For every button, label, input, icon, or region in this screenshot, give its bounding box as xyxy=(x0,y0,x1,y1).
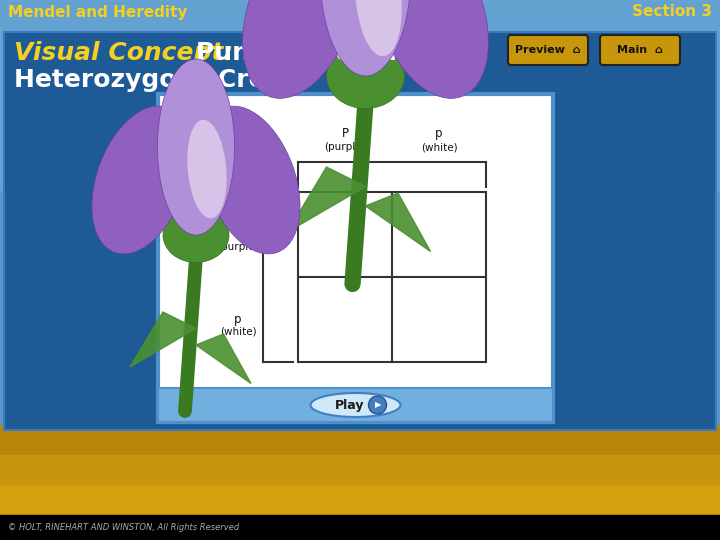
Ellipse shape xyxy=(202,106,300,254)
Bar xyxy=(0,455,720,540)
Bar xyxy=(0,485,720,540)
Ellipse shape xyxy=(355,0,402,56)
Ellipse shape xyxy=(243,0,359,98)
Ellipse shape xyxy=(310,393,400,417)
Text: (white): (white) xyxy=(220,327,256,336)
Text: (purple): (purple) xyxy=(324,142,366,152)
Text: Mendel and Heredity: Mendel and Heredity xyxy=(8,4,187,19)
Text: < Back: < Back xyxy=(328,45,372,55)
FancyBboxPatch shape xyxy=(310,35,390,65)
Text: Punnett Square with: Punnett Square with xyxy=(196,41,488,65)
Text: p: p xyxy=(234,313,242,326)
Bar xyxy=(158,388,553,422)
FancyBboxPatch shape xyxy=(158,94,553,422)
Bar xyxy=(0,0,720,190)
Bar xyxy=(0,425,720,540)
Ellipse shape xyxy=(372,0,488,98)
Ellipse shape xyxy=(187,120,227,218)
Ellipse shape xyxy=(163,207,229,262)
Text: Main  ⌂: Main ⌂ xyxy=(617,45,663,55)
Bar xyxy=(0,515,720,540)
Text: P: P xyxy=(235,228,241,241)
FancyBboxPatch shape xyxy=(402,35,482,65)
Ellipse shape xyxy=(320,0,411,76)
Polygon shape xyxy=(366,193,431,252)
Text: Section 3: Section 3 xyxy=(632,4,712,19)
Bar xyxy=(298,192,486,362)
Circle shape xyxy=(369,396,387,414)
Text: Next >: Next > xyxy=(421,45,463,55)
Text: p: p xyxy=(436,127,443,140)
Text: Preview  ⌂: Preview ⌂ xyxy=(516,45,581,55)
Text: Visual Concept:: Visual Concept: xyxy=(14,41,233,65)
Polygon shape xyxy=(196,334,251,383)
Text: ▶: ▶ xyxy=(375,401,382,409)
Ellipse shape xyxy=(326,44,405,109)
Text: © HOLT, RINEHART AND WINSTON, All Rights Reserved: © HOLT, RINEHART AND WINSTON, All Rights… xyxy=(8,523,239,531)
Text: (purple): (purple) xyxy=(217,241,258,252)
Text: Play: Play xyxy=(335,399,364,411)
Ellipse shape xyxy=(92,106,190,254)
Text: Heterozygous Cross: Heterozygous Cross xyxy=(14,68,295,92)
Polygon shape xyxy=(130,312,196,367)
Ellipse shape xyxy=(158,59,235,235)
FancyBboxPatch shape xyxy=(600,35,680,65)
Bar xyxy=(4,32,716,430)
FancyBboxPatch shape xyxy=(508,35,588,65)
Polygon shape xyxy=(287,167,366,232)
Text: P: P xyxy=(341,127,348,140)
Text: (white): (white) xyxy=(420,142,457,152)
